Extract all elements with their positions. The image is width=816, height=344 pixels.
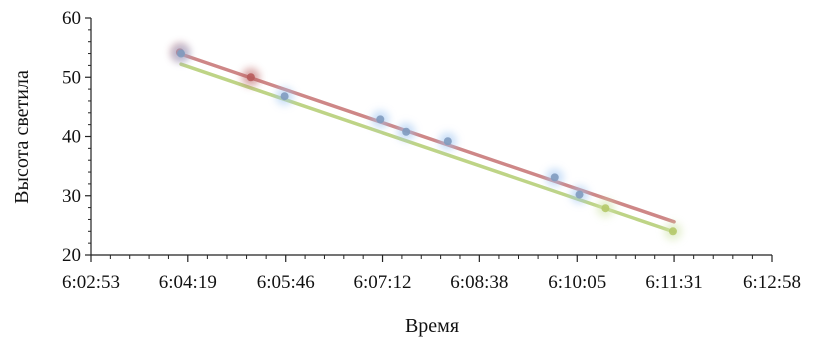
x-tick-label: 6:07:12 <box>354 272 412 293</box>
x-tick-label: 6:08:38 <box>450 272 508 293</box>
y-tick-label: 60 <box>62 8 81 29</box>
data-point <box>668 227 677 236</box>
data-point <box>246 73 255 82</box>
data-point <box>376 115 385 124</box>
trendlines <box>179 52 676 234</box>
trendline <box>179 52 676 224</box>
x-tick-label: 6:10:05 <box>548 272 606 293</box>
y-tick-label: 30 <box>62 186 81 207</box>
data-points <box>170 43 682 241</box>
axes <box>85 17 773 262</box>
data-point <box>402 127 411 136</box>
data-point <box>280 92 289 101</box>
y-axis-title: Высота светила <box>11 70 33 204</box>
x-tick-label: 6:11:31 <box>645 272 702 293</box>
y-tick-label: 20 <box>62 245 81 266</box>
data-point <box>443 137 452 146</box>
y-tick-label: 40 <box>62 127 81 148</box>
data-point <box>550 173 559 182</box>
data-point <box>177 49 186 58</box>
x-axis-title: Время <box>405 315 459 337</box>
x-tick-label: 6:02:53 <box>62 272 120 293</box>
x-tick-label: 6:05:46 <box>257 272 315 293</box>
x-tick-label: 6:04:19 <box>159 272 217 293</box>
x-tick-label: 6:12:58 <box>743 272 801 293</box>
y-tick-label: 50 <box>62 67 81 88</box>
tick-labels: 20 30 40 50 60 6:02:53 6:04:19 6:05:46 6:07:12 6:… <box>62 8 801 293</box>
trendline <box>179 62 676 234</box>
data-point <box>601 204 610 213</box>
data-point <box>575 190 584 199</box>
